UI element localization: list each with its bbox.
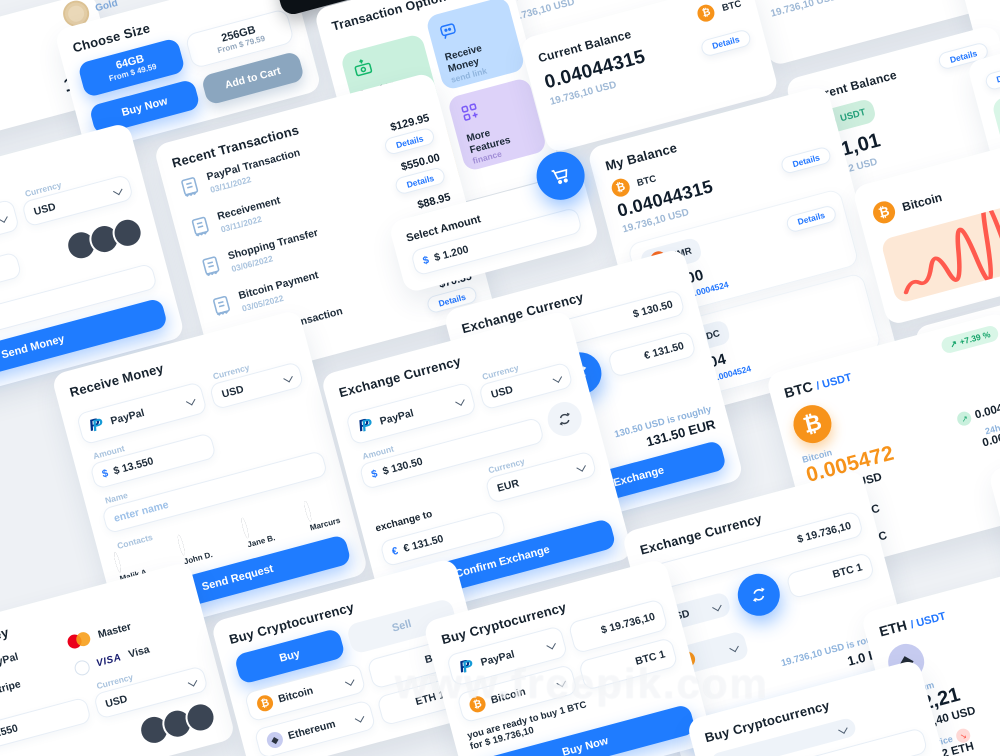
bitcoin-icon: ₿ [789,400,836,448]
tile-receive-money[interactable]: Receive Money send link [425,0,526,91]
contact-item[interactable]: John D. [176,530,214,566]
swap-icon [752,587,765,603]
chevron-down-icon [546,639,557,649]
chat-icon [440,23,456,39]
transaction-row[interactable]: Receivement 03/11/2022 $550.00 Details [187,152,447,250]
bitcoin-icon: ₿ [870,198,898,226]
tile-send-money[interactable]: Send Money 38 transactions [339,33,441,129]
tile-more-features[interactable]: More Features finance [446,76,548,173]
pair-title: ETH / USDT [877,610,948,640]
green-sparkline [990,53,1000,155]
coin-name: Bitcoin [900,189,944,214]
bitcoin-icon: ₿ [255,693,275,714]
chevron-down-icon [711,601,722,611]
receipt-icon [213,295,230,316]
bitcoin-chart-card: ₿ Bitcoin 1,51 ↗+16.24 [851,130,1000,326]
details-button[interactable]: Details [983,61,1000,91]
chevron-down-icon [186,395,196,405]
red-sparkline [880,175,1000,304]
chevron-down-icon [838,724,849,734]
to-amount-field[interactable]: BTC 1 [785,551,876,600]
cart-icon [551,168,568,185]
details-button[interactable]: Details [784,203,838,234]
chevron-down-icon [0,212,8,223]
chevron-down-icon [112,185,123,195]
visa-icon: VISA [95,651,123,669]
coin-code: BTC [635,172,658,189]
grid-plus-icon [461,103,478,121]
exchange-btc-card: Exchange Currency $ 19.736,10 USD BTC 1 … [621,469,924,756]
receipt-icon [181,177,199,197]
coin-code: BTC [720,0,743,15]
details-button[interactable]: Details [699,27,753,58]
gold-label: Gold [94,0,119,14]
ethereum-icon: ◆ [265,730,285,750]
chevron-down-icon [283,372,293,383]
to-amount-field[interactable]: € 131.50 [606,330,697,378]
chevron-down-icon [455,395,465,406]
transaction-row[interactable]: Bitcoin Payment 03/05/2022 $199.99 Detai… [208,231,468,329]
swap-button[interactable] [543,398,586,440]
watermark: www.freepik.com [395,660,769,707]
arrow-up-icon: ↗ [948,337,959,350]
transaction-row[interactable]: PayPal Transaction 03/11/2022 $129.95 De… [176,112,436,210]
bitcoin-icon: ₿ [695,2,717,24]
contact-item[interactable]: Jane B. [240,513,276,549]
chevron-down-icon [552,372,562,383]
chevron-down-icon [355,712,365,722]
exchange-value: 0.00422 [973,399,1000,422]
chevron-down-icon [729,642,739,652]
swap-icon [559,412,570,426]
transaction-row[interactable]: Shopping Transfer 03/06/2022 $88.95 Deta… [198,191,458,289]
swap-button[interactable] [733,569,785,621]
chevron-down-icon [345,675,355,686]
cart-fab-button[interactable] [531,146,590,206]
contact-item[interactable]: Marcurs [303,495,341,532]
mastercard-icon [65,630,92,651]
cash-icon [354,59,373,77]
receipt-icon [191,216,209,237]
balance-usd: 19.736,10 USD [769,0,839,20]
receipt-icon [202,256,220,277]
arrow-up-icon: ↗ [956,409,974,428]
chevron-down-icon [187,676,198,687]
chevron-down-icon [576,461,586,472]
